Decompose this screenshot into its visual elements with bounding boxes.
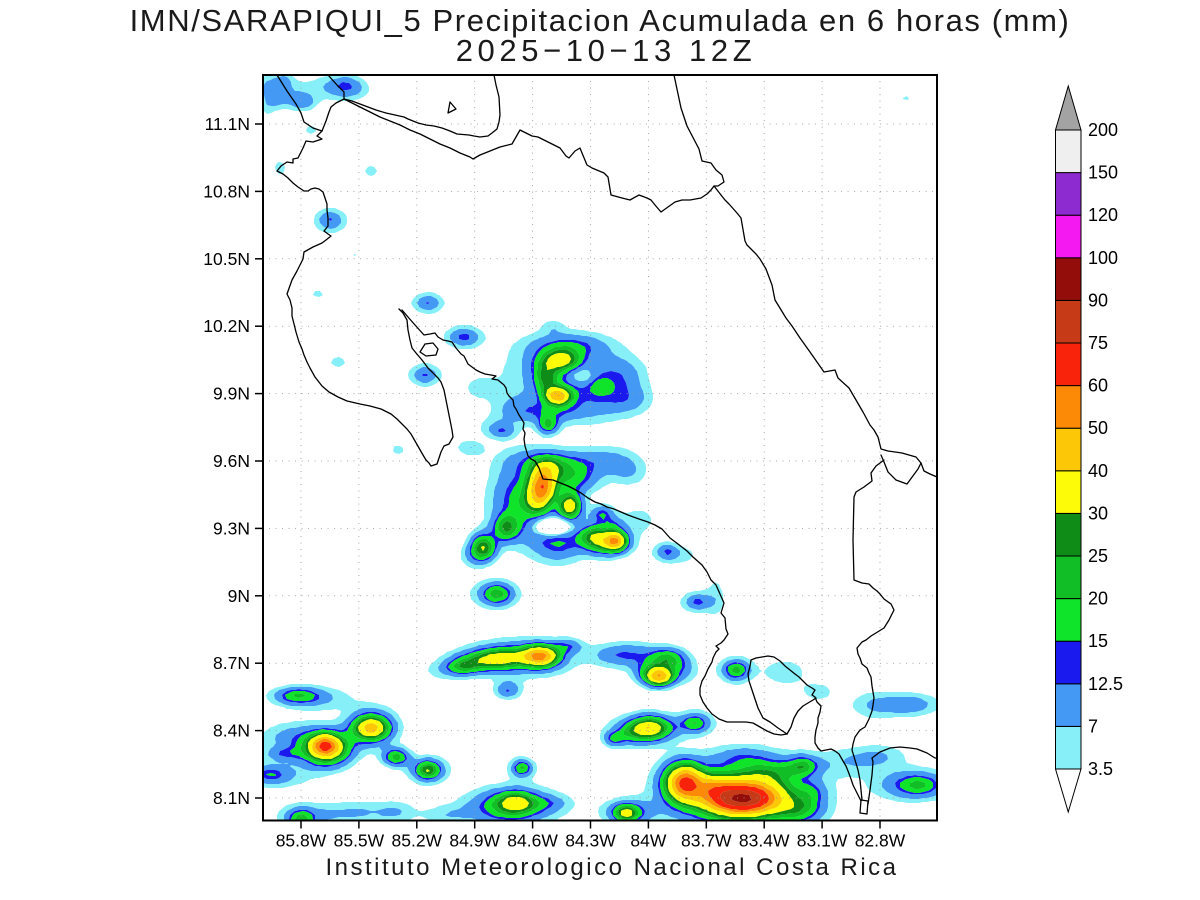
- svg-text:150: 150: [1088, 163, 1118, 183]
- svg-text:60: 60: [1088, 376, 1108, 396]
- svg-text:8.7N: 8.7N: [213, 653, 250, 673]
- svg-text:83.7W: 83.7W: [681, 831, 732, 851]
- svg-text:100: 100: [1088, 248, 1118, 268]
- svg-text:85.2W: 85.2W: [392, 831, 443, 851]
- svg-text:120: 120: [1088, 205, 1118, 225]
- svg-text:15: 15: [1088, 631, 1108, 651]
- svg-text:90: 90: [1088, 290, 1108, 310]
- svg-text:11.1N: 11.1N: [205, 114, 250, 134]
- svg-text:3.5: 3.5: [1088, 759, 1113, 779]
- svg-text:83.1W: 83.1W: [797, 831, 848, 851]
- svg-text:20: 20: [1088, 589, 1108, 609]
- svg-text:200: 200: [1088, 120, 1118, 140]
- svg-text:Instituto Meteorologico Nacion: Instituto Meteorologico Nacional Costa R…: [325, 854, 898, 881]
- svg-text:IMN/SARAPIQUI_5 Precipitacion: IMN/SARAPIQUI_5 Precipitacion Acumulada …: [130, 3, 1071, 38]
- svg-text:40: 40: [1088, 461, 1108, 481]
- svg-text:2025−10−13 12Z: 2025−10−13 12Z: [456, 33, 757, 68]
- svg-text:9.9N: 9.9N: [213, 384, 250, 404]
- svg-text:84.6W: 84.6W: [507, 831, 558, 851]
- svg-text:12.5: 12.5: [1088, 674, 1123, 694]
- svg-text:10.5N: 10.5N: [203, 249, 250, 269]
- svg-text:7: 7: [1088, 716, 1098, 736]
- svg-text:8.4N: 8.4N: [213, 721, 250, 741]
- svg-text:75: 75: [1088, 333, 1108, 353]
- svg-text:10.2N: 10.2N: [203, 316, 250, 336]
- svg-text:50: 50: [1088, 418, 1108, 438]
- svg-text:85.5W: 85.5W: [334, 831, 385, 851]
- svg-text:25: 25: [1088, 546, 1108, 566]
- svg-text:83.4W: 83.4W: [739, 831, 790, 851]
- svg-text:82.8W: 82.8W: [855, 831, 906, 851]
- svg-text:85.8W: 85.8W: [276, 831, 327, 851]
- svg-text:84W: 84W: [630, 831, 666, 851]
- svg-text:30: 30: [1088, 503, 1108, 523]
- svg-text:84.9W: 84.9W: [449, 831, 500, 851]
- svg-text:8.1N: 8.1N: [213, 788, 250, 808]
- svg-text:9.3N: 9.3N: [213, 518, 250, 538]
- svg-text:9.6N: 9.6N: [213, 451, 250, 471]
- svg-text:10.8N: 10.8N: [203, 181, 250, 201]
- svg-text:9N: 9N: [228, 586, 250, 606]
- svg-text:84.3W: 84.3W: [565, 831, 616, 851]
